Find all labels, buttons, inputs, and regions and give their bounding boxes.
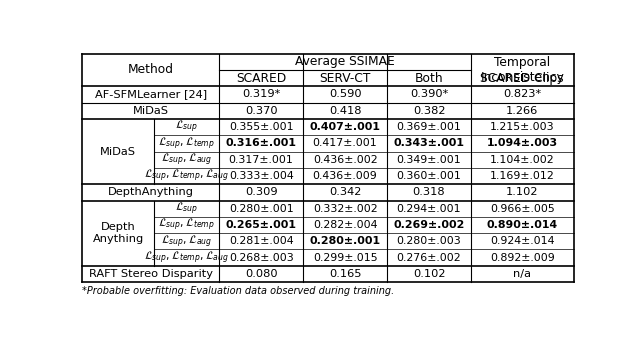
Text: 0.309: 0.309 bbox=[245, 187, 278, 197]
Text: 0.349±.001: 0.349±.001 bbox=[397, 155, 461, 165]
Text: 0.382: 0.382 bbox=[413, 106, 445, 116]
Text: *Probable overfitting: Evaluation data observed during training.: *Probable overfitting: Evaluation data o… bbox=[83, 286, 395, 296]
Text: Both: Both bbox=[415, 71, 444, 85]
Text: 0.332±.002: 0.332±.002 bbox=[313, 204, 378, 214]
Text: SERV-CT: SERV-CT bbox=[319, 71, 371, 85]
Text: n/a: n/a bbox=[513, 269, 531, 279]
Text: $\mathcal{L}_{sup}, \mathcal{L}_{aug}$: $\mathcal{L}_{sup}, \mathcal{L}_{aug}$ bbox=[161, 233, 212, 249]
Text: 0.317±.001: 0.317±.001 bbox=[228, 155, 294, 165]
Text: 0.281±.004: 0.281±.004 bbox=[229, 236, 294, 246]
Text: 0.823*: 0.823* bbox=[503, 90, 541, 100]
Text: DepthAnything: DepthAnything bbox=[108, 187, 194, 197]
Text: 0.280±.003: 0.280±.003 bbox=[397, 236, 461, 246]
Text: 0.369±.001: 0.369±.001 bbox=[397, 122, 461, 132]
Text: 0.436±.009: 0.436±.009 bbox=[313, 171, 378, 181]
Text: 1.102: 1.102 bbox=[506, 187, 538, 197]
Text: 0.370: 0.370 bbox=[245, 106, 278, 116]
Text: MiDaS: MiDaS bbox=[100, 146, 136, 156]
Text: 0.280±.001: 0.280±.001 bbox=[229, 204, 294, 214]
Text: 0.276±.002: 0.276±.002 bbox=[397, 253, 461, 263]
Text: $\mathcal{L}_{sup}, \mathcal{L}_{temp}$: $\mathcal{L}_{sup}, \mathcal{L}_{temp}$ bbox=[158, 217, 215, 233]
Text: 0.319*: 0.319* bbox=[242, 90, 280, 100]
Text: 0.318: 0.318 bbox=[413, 187, 445, 197]
Text: 1.094±.003: 1.094±.003 bbox=[486, 138, 558, 149]
Text: MiDaS: MiDaS bbox=[133, 106, 169, 116]
Text: $\mathcal{L}_{sup}$: $\mathcal{L}_{sup}$ bbox=[175, 201, 198, 217]
Text: 0.268±.003: 0.268±.003 bbox=[229, 253, 294, 263]
Text: Average SSIMAE: Average SSIMAE bbox=[295, 55, 395, 68]
Text: 0.418: 0.418 bbox=[329, 106, 362, 116]
Text: RAFT Stereo Disparity: RAFT Stereo Disparity bbox=[89, 269, 213, 279]
Text: 0.355±.001: 0.355±.001 bbox=[229, 122, 294, 132]
Text: 0.966±.005: 0.966±.005 bbox=[490, 204, 555, 214]
Text: $\mathcal{L}_{sup}, \mathcal{L}_{temp}, \mathcal{L}_{aug}$: $\mathcal{L}_{sup}, \mathcal{L}_{temp}, … bbox=[144, 249, 229, 266]
Text: Method: Method bbox=[128, 64, 174, 76]
Text: 0.269±.002: 0.269±.002 bbox=[394, 220, 465, 230]
Text: 0.282±.004: 0.282±.004 bbox=[313, 220, 378, 230]
Text: 0.102: 0.102 bbox=[413, 269, 445, 279]
Text: 0.080: 0.080 bbox=[245, 269, 278, 279]
Text: 0.333±.004: 0.333±.004 bbox=[229, 171, 294, 181]
Text: Temporal
Inconsistency: Temporal Inconsistency bbox=[480, 56, 564, 84]
Text: 0.417±.001: 0.417±.001 bbox=[313, 138, 378, 149]
Text: 0.265±.001: 0.265±.001 bbox=[226, 220, 297, 230]
Text: 1.215±.003: 1.215±.003 bbox=[490, 122, 554, 132]
Text: 0.436±.002: 0.436±.002 bbox=[313, 155, 378, 165]
Text: $\mathcal{L}_{sup}$: $\mathcal{L}_{sup}$ bbox=[175, 119, 198, 135]
Text: 0.280±.001: 0.280±.001 bbox=[310, 236, 381, 246]
Text: 0.390*: 0.390* bbox=[410, 90, 448, 100]
Text: 1.266: 1.266 bbox=[506, 106, 538, 116]
Text: SCARED Clips: SCARED Clips bbox=[481, 71, 564, 85]
Text: 0.360±.001: 0.360±.001 bbox=[397, 171, 461, 181]
Text: 0.590: 0.590 bbox=[329, 90, 362, 100]
Text: $\mathcal{L}_{sup}, \mathcal{L}_{temp}, \mathcal{L}_{aug}$: $\mathcal{L}_{sup}, \mathcal{L}_{temp}, … bbox=[144, 168, 229, 184]
Text: Depth
Anything: Depth Anything bbox=[93, 222, 144, 244]
Text: 0.407±.001: 0.407±.001 bbox=[310, 122, 381, 132]
Text: AF-SFMLearner [24]: AF-SFMLearner [24] bbox=[95, 90, 207, 100]
Text: 0.924±.014: 0.924±.014 bbox=[490, 236, 554, 246]
Text: 1.169±.012: 1.169±.012 bbox=[490, 171, 555, 181]
Text: 0.294±.001: 0.294±.001 bbox=[397, 204, 461, 214]
Text: 0.165: 0.165 bbox=[329, 269, 362, 279]
Text: 1.104±.002: 1.104±.002 bbox=[490, 155, 554, 165]
Text: 0.892±.009: 0.892±.009 bbox=[490, 253, 555, 263]
Text: 0.890±.014: 0.890±.014 bbox=[486, 220, 558, 230]
Text: 0.343±.001: 0.343±.001 bbox=[394, 138, 465, 149]
Text: $\mathcal{L}_{sup}, \mathcal{L}_{aug}$: $\mathcal{L}_{sup}, \mathcal{L}_{aug}$ bbox=[161, 152, 212, 168]
Text: 0.342: 0.342 bbox=[329, 187, 362, 197]
Text: SCARED: SCARED bbox=[236, 71, 286, 85]
Text: 0.316±.001: 0.316±.001 bbox=[226, 138, 297, 149]
Text: $\mathcal{L}_{sup}, \mathcal{L}_{temp}$: $\mathcal{L}_{sup}, \mathcal{L}_{temp}$ bbox=[158, 135, 215, 152]
Text: 0.299±.015: 0.299±.015 bbox=[313, 253, 378, 263]
